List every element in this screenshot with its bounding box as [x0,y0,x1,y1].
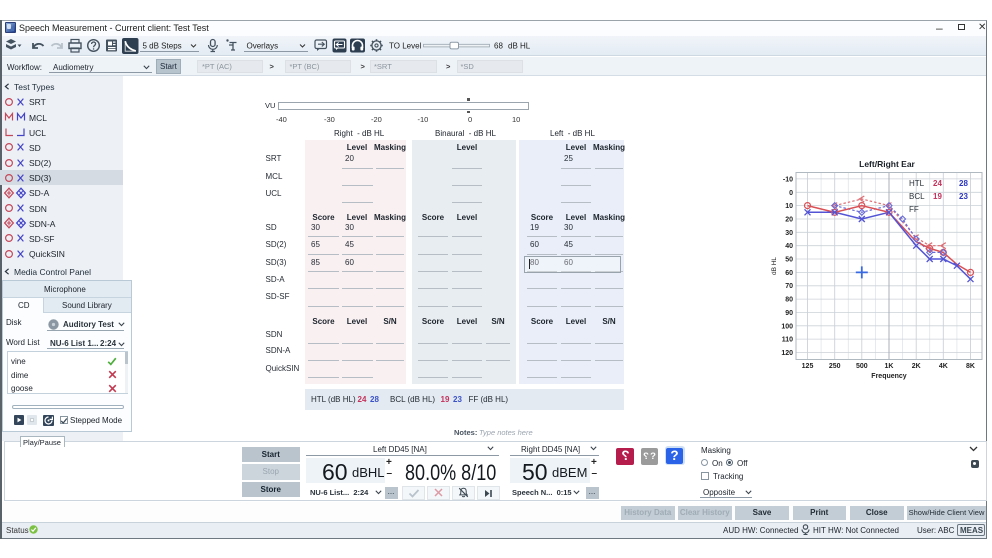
svg-text:60: 60 [785,270,793,277]
svg-text:TO Level: TO Level [389,42,422,51]
svg-text:250: 250 [829,363,841,370]
svg-text:-10: -10 [783,176,793,183]
svg-text:125: 125 [802,363,814,370]
svg-text:110: 110 [782,337,793,344]
svg-text:dB HL: dB HL [508,42,531,51]
svg-text:68: 68 [494,42,503,51]
svg-text:10: 10 [785,203,793,210]
svg-text:40: 40 [785,243,793,250]
svg-text:19: 19 [933,192,942,201]
svg-text:BCL: BCL [909,192,925,201]
svg-text:4K: 4K [939,363,948,370]
svg-text:2K: 2K [912,363,921,370]
svg-text:120: 120 [781,350,793,357]
svg-text:FF: FF [909,205,919,214]
svg-text:24: 24 [933,179,942,188]
svg-text:Left/Right Ear: Left/Right Ear [859,159,915,169]
svg-text:dB HL: dB HL [771,257,778,275]
svg-text:500: 500 [856,363,868,370]
svg-text:30: 30 [785,230,793,237]
svg-text:90: 90 [785,310,793,317]
svg-text:50: 50 [785,257,793,264]
svg-text:20: 20 [785,217,793,224]
svg-text:70: 70 [785,283,793,290]
svg-text:Frequency: Frequency [871,373,907,380]
svg-text:0: 0 [789,190,793,197]
svg-text:23: 23 [959,192,968,201]
svg-text:80: 80 [785,297,793,304]
svg-text:Overlays: Overlays [247,42,279,51]
svg-text:1K: 1K [885,363,894,370]
svg-text:100: 100 [781,323,793,330]
svg-text:5 dB Steps: 5 dB Steps [143,42,182,51]
svg-text:28: 28 [959,179,968,188]
svg-text:8K: 8K [966,363,975,370]
svg-text:HTL: HTL [909,179,925,188]
